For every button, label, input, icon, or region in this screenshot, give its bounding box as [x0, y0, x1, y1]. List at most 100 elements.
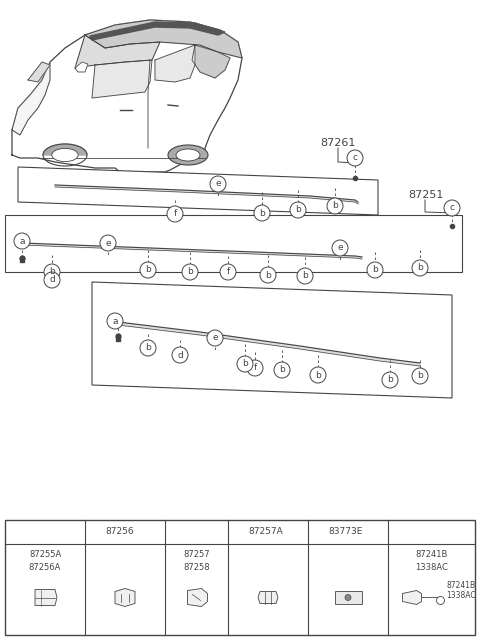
Polygon shape [12, 62, 50, 135]
Text: b: b [242, 359, 248, 368]
Text: b: b [417, 372, 423, 381]
Text: b: b [372, 266, 378, 275]
Circle shape [332, 240, 348, 256]
Polygon shape [90, 22, 225, 40]
Text: f: f [253, 363, 257, 372]
Polygon shape [18, 167, 378, 215]
Circle shape [347, 150, 363, 166]
Circle shape [310, 525, 324, 539]
Circle shape [44, 272, 60, 288]
Circle shape [7, 525, 21, 539]
Circle shape [297, 268, 313, 284]
Text: b: b [187, 267, 193, 276]
Circle shape [254, 205, 270, 221]
Text: b: b [417, 264, 423, 273]
Text: e: e [314, 527, 320, 536]
Text: 87256: 87256 [105, 527, 133, 536]
Text: d: d [49, 275, 55, 284]
Polygon shape [75, 35, 160, 68]
Circle shape [290, 202, 306, 218]
Circle shape [107, 313, 123, 329]
Circle shape [167, 525, 181, 539]
Circle shape [412, 260, 428, 276]
Circle shape [412, 368, 428, 384]
Polygon shape [35, 590, 57, 606]
Text: c: c [172, 527, 176, 536]
Text: e: e [212, 334, 218, 343]
Text: b: b [387, 376, 393, 385]
Circle shape [14, 233, 30, 249]
Text: 87241B
1338AC: 87241B 1338AC [415, 550, 448, 572]
Polygon shape [192, 45, 230, 78]
Text: f: f [227, 267, 229, 276]
Ellipse shape [176, 149, 200, 161]
Circle shape [444, 200, 460, 216]
Text: c: c [352, 154, 358, 163]
Circle shape [382, 372, 398, 388]
Circle shape [210, 176, 226, 192]
Text: a: a [12, 527, 17, 536]
Polygon shape [22, 243, 362, 259]
Polygon shape [155, 45, 195, 82]
Text: f: f [173, 210, 177, 219]
Text: e: e [215, 179, 221, 188]
Polygon shape [43, 144, 87, 155]
Text: e: e [105, 239, 111, 248]
Ellipse shape [168, 145, 208, 165]
Text: 87257A: 87257A [248, 527, 283, 536]
Circle shape [140, 340, 156, 356]
Circle shape [140, 262, 156, 278]
Text: 83773E: 83773E [328, 527, 362, 536]
Polygon shape [92, 282, 452, 398]
Text: b: b [145, 343, 151, 352]
Text: b: b [259, 208, 265, 217]
Circle shape [260, 267, 276, 283]
Polygon shape [118, 322, 420, 366]
Polygon shape [12, 20, 242, 172]
Text: 87261: 87261 [320, 138, 355, 148]
Polygon shape [403, 590, 421, 604]
Polygon shape [115, 588, 135, 606]
Circle shape [345, 595, 351, 601]
Circle shape [436, 597, 444, 604]
Polygon shape [258, 592, 278, 604]
Text: b: b [295, 206, 301, 215]
Circle shape [230, 525, 244, 539]
Circle shape [87, 525, 101, 539]
Circle shape [220, 264, 236, 280]
Circle shape [274, 362, 290, 378]
Polygon shape [28, 62, 50, 82]
Circle shape [237, 356, 253, 372]
Text: f: f [396, 527, 398, 536]
Text: 1338AC: 1338AC [446, 590, 476, 599]
Text: b: b [49, 267, 55, 276]
Circle shape [167, 206, 183, 222]
Text: 87255A
87256A: 87255A 87256A [29, 550, 61, 572]
FancyBboxPatch shape [5, 520, 475, 635]
Text: b: b [145, 266, 151, 275]
FancyBboxPatch shape [335, 591, 361, 604]
Polygon shape [188, 588, 207, 606]
Circle shape [182, 264, 198, 280]
Text: c: c [449, 203, 455, 212]
Circle shape [44, 264, 60, 280]
Circle shape [390, 525, 404, 539]
Text: 87241B: 87241B [446, 581, 476, 590]
Text: b: b [91, 527, 96, 536]
Text: d: d [234, 527, 240, 536]
Text: b: b [265, 271, 271, 280]
Circle shape [367, 262, 383, 278]
Text: 87257
87258: 87257 87258 [183, 550, 210, 572]
Text: 87251: 87251 [408, 190, 444, 200]
Ellipse shape [52, 149, 78, 161]
Text: d: d [177, 350, 183, 359]
Circle shape [247, 360, 263, 376]
Text: b: b [332, 201, 338, 210]
Text: e: e [337, 244, 343, 253]
Circle shape [327, 198, 343, 214]
Polygon shape [5, 215, 462, 272]
Circle shape [310, 367, 326, 383]
Circle shape [207, 330, 223, 346]
Text: b: b [279, 365, 285, 374]
Text: a: a [19, 237, 25, 246]
